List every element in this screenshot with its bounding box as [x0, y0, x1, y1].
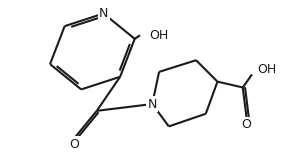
Text: N: N: [148, 97, 157, 111]
Text: O: O: [69, 138, 79, 151]
Text: N: N: [99, 7, 108, 20]
Text: OH: OH: [150, 29, 169, 42]
Text: O: O: [242, 118, 251, 131]
Text: OH: OH: [257, 63, 277, 76]
